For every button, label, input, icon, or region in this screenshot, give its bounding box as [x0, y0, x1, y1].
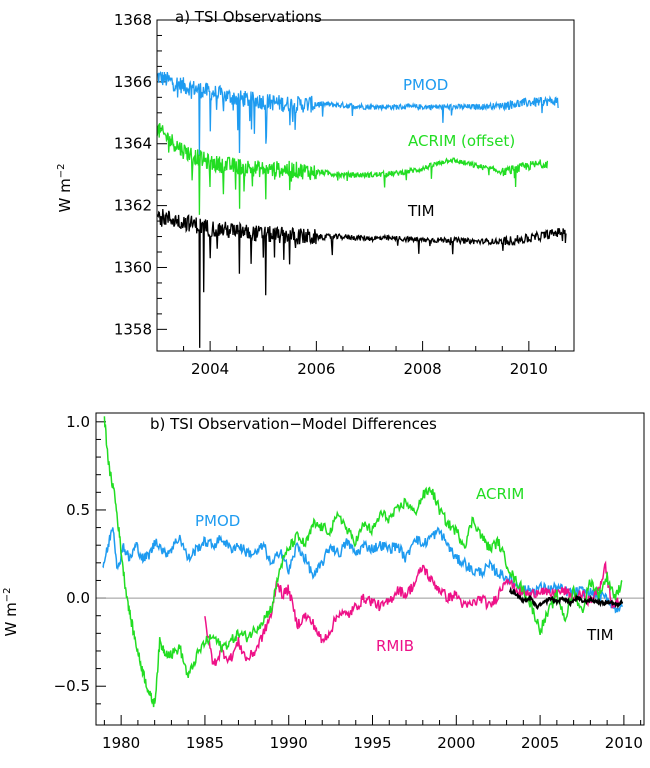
- panel-a-frame: [156, 19, 575, 352]
- panel-b-x-tick-label: 2010: [605, 734, 643, 752]
- panel-b-label-pmod: PMOD: [195, 512, 240, 530]
- panel-a-series-pmod: [156, 70, 559, 157]
- panel-a-series: [156, 70, 567, 348]
- panel-b: 1980 1985 1990 1995 2000 2005 2010 −0.5 0.0 0.5 1.…: [2, 412, 645, 752]
- panel-b-series-acrim: [103, 416, 623, 708]
- panel-a-title: a) TSI Observations: [175, 8, 322, 26]
- panel-a-x-tick-label: 2008: [404, 360, 442, 378]
- panel-a-y-tick-label: 1364: [114, 135, 152, 153]
- panel-a-y-axis-label: W m−2: [56, 164, 74, 213]
- panel-b-label-rmib: RMIB: [376, 637, 414, 655]
- panel-b-x-tick-label: 1980: [102, 734, 140, 752]
- panel-b-label-acrim: ACRIM: [476, 485, 524, 503]
- panel-a-x-tick-label: 2010: [510, 360, 548, 378]
- panel-a-ticks: 2004 2006 2008 2010 1358 1360 1362 1364 1366 1368: [114, 11, 556, 378]
- panel-b-frame: [95, 412, 645, 726]
- panel-a-label-pmod: PMOD: [403, 76, 448, 94]
- panel-a: 2004 2006 2008 2010 1358 1360 1362 1364 1366 1368…: [56, 8, 575, 378]
- panel-b-y-axis-label: W m−2: [2, 588, 20, 637]
- panel-b-y-tick-label: 0.5: [66, 501, 90, 519]
- panel-a-y-tick-label: 1358: [114, 320, 152, 338]
- panel-b-x-tick-label: 2005: [521, 734, 559, 752]
- svg-text:W m−2: W m−2: [56, 164, 74, 213]
- panel-a-label-tim: TIM: [407, 202, 435, 220]
- panel-b-x-tick-label: 1995: [353, 734, 391, 752]
- panel-b-ticks: 1980 1985 1990 1995 2000 2005 2010 −0.5 0.0 0.5 1.…: [54, 413, 643, 752]
- panel-b-y-tick-label: −0.5: [54, 677, 90, 695]
- panel-a-y-tick-label: 1366: [114, 73, 152, 91]
- panel-a-x-tick-label: 2006: [297, 360, 335, 378]
- panel-a-y-tick-label: 1360: [114, 258, 152, 276]
- panel-a-x-tick-label: 2004: [191, 360, 229, 378]
- panel-a-series-acrim: [156, 122, 549, 215]
- panel-b-title: b) TSI Observation−Model Differences: [150, 415, 437, 433]
- panel-a-y-tick-label: 1362: [114, 197, 152, 215]
- svg-text:W m−2: W m−2: [2, 588, 20, 637]
- panel-b-label-tim: TIM: [586, 626, 614, 644]
- panel-a-label-acrim: ACRIM (offset): [408, 132, 515, 150]
- panel-b-y-tick-label: 1.0: [66, 413, 90, 431]
- panel-b-x-tick-label: 1990: [270, 734, 308, 752]
- panel-a-series-tim: [156, 208, 567, 348]
- panel-a-y-tick-label: 1368: [114, 11, 152, 29]
- panel-b-series: [102, 416, 624, 708]
- panel-b-x-tick-label: 1985: [186, 734, 224, 752]
- panel-b-series-tim: [508, 586, 624, 610]
- panel-b-y-tick-label: 0.0: [66, 589, 90, 607]
- panel-b-x-tick-label: 2000: [437, 734, 475, 752]
